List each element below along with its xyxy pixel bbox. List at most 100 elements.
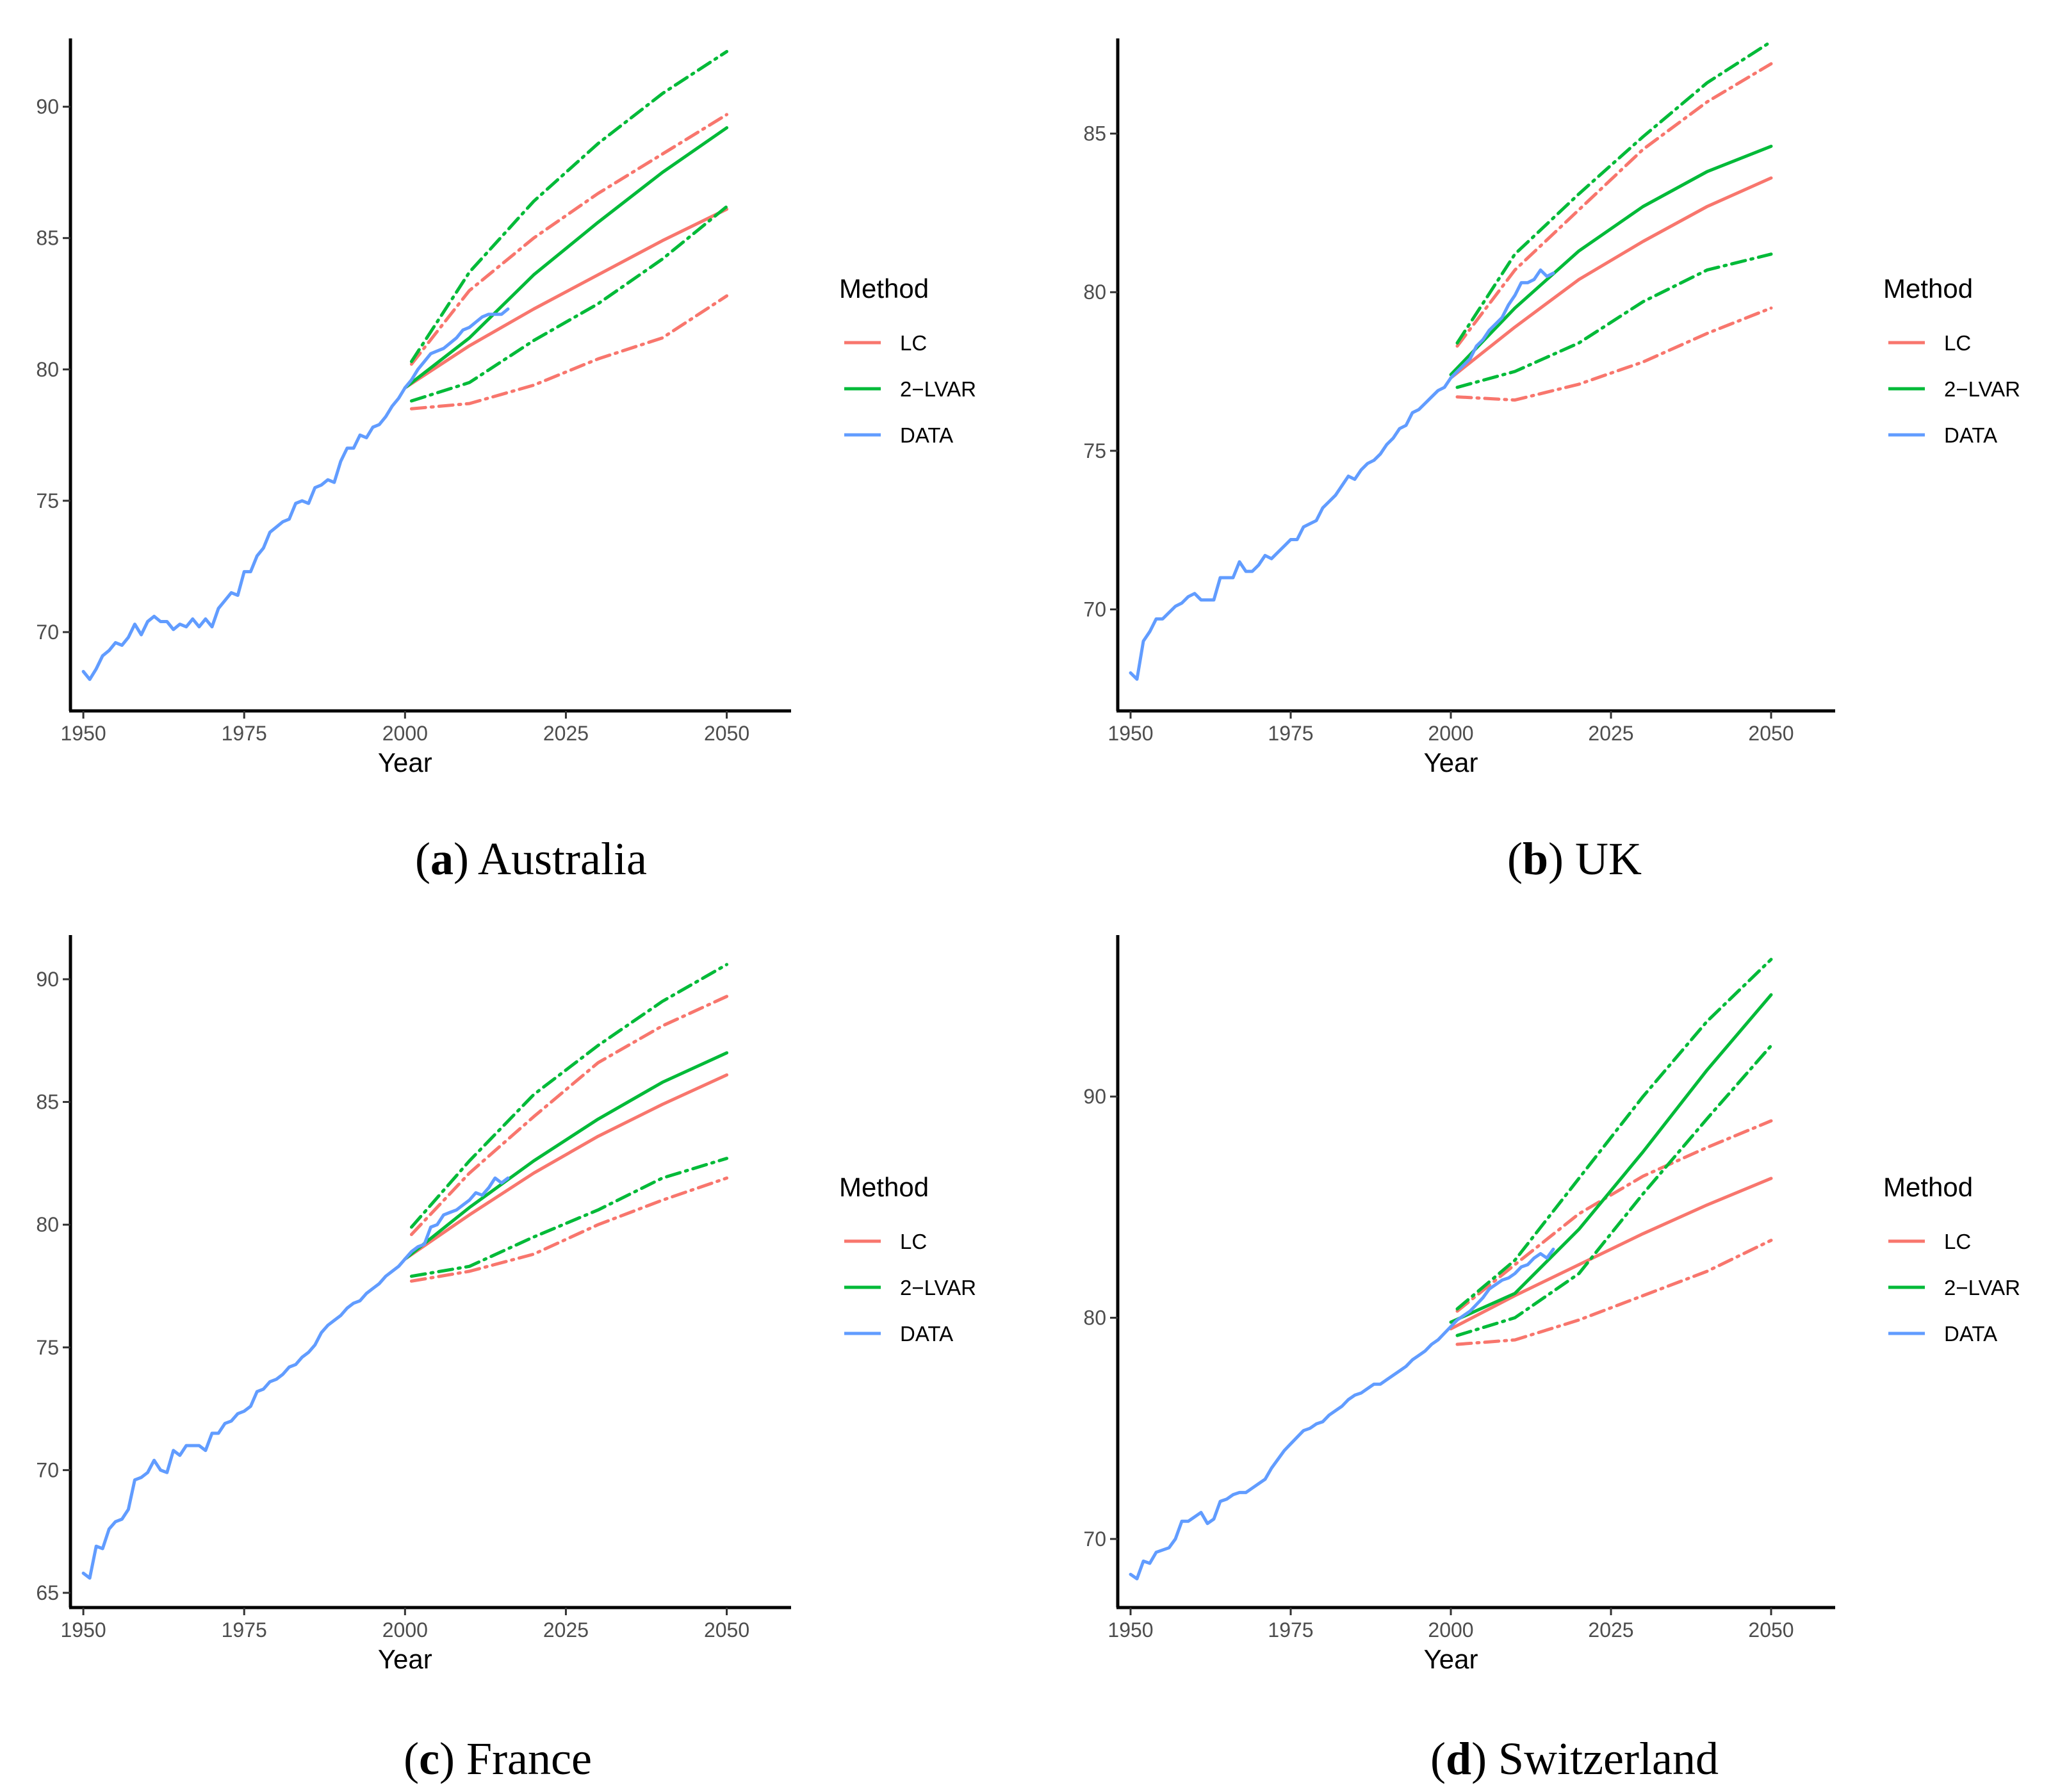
series-line-lc-mean	[403, 1073, 729, 1261]
x-tick-label: 1975	[222, 722, 267, 745]
x-tick-label: 2050	[1748, 1618, 1794, 1641]
x-tick-label: 1975	[222, 1618, 267, 1641]
series-line-data	[1129, 1248, 1555, 1581]
series-line-lc-upper	[1455, 62, 1773, 348]
y-tick-label: 70	[36, 621, 59, 644]
x-tick-label: 1975	[1268, 722, 1313, 745]
y-tick-label: 80	[36, 1213, 59, 1236]
series-line-2-lvar-upper	[1455, 40, 1773, 345]
x-axis-title: Year	[378, 747, 432, 778]
legend-title: Method	[839, 273, 929, 304]
y-tick-label: 80	[36, 358, 59, 381]
y-tick-label: 75	[36, 489, 59, 512]
legend-label-lc: LC	[900, 331, 927, 355]
x-tick-label: 2000	[382, 722, 428, 745]
caption-letter: c	[419, 1733, 440, 1784]
series-line-2-lvar-lower	[409, 205, 729, 403]
x-tick-label: 2025	[1588, 1618, 1633, 1641]
series-line-lc-lower	[1455, 1239, 1773, 1346]
y-tick-label: 75	[1083, 439, 1106, 462]
x-tick-label: 2000	[1428, 722, 1473, 745]
y-tick-label: 75	[36, 1336, 59, 1359]
series-line-2-lvar-mean	[1449, 993, 1773, 1324]
x-tick-label: 2000	[1428, 1618, 1473, 1641]
x-tick-label: 2000	[382, 1618, 428, 1641]
x-tick-label: 1950	[1108, 1618, 1153, 1641]
x-tick-label: 2050	[704, 1618, 749, 1641]
series-line-data	[1129, 268, 1555, 681]
legend-label-2-lvar: 2−LVAR	[1944, 1276, 2020, 1299]
series-line-lc-mean	[1449, 176, 1773, 380]
caption-switzerland: (d) Switzerland	[1430, 1733, 1719, 1784]
y-tick-label: 70	[36, 1458, 59, 1481]
series-line-2-lvar-lower	[1455, 1044, 1773, 1337]
x-axis-title: Year	[378, 1644, 432, 1674]
x-tick-label: 2050	[1748, 722, 1794, 745]
y-tick-label: 85	[1083, 122, 1106, 145]
caption-uk: (b) UK	[1507, 833, 1642, 884]
caption-france: (c) France	[404, 1733, 592, 1784]
caption-australia: (a) Australia	[415, 833, 647, 884]
legend-label-2-lvar: 2−LVAR	[1944, 377, 2020, 401]
legend-label-2-lvar: 2−LVAR	[900, 377, 976, 401]
y-tick-label: 90	[36, 95, 59, 118]
caption-country: UK	[1575, 833, 1642, 884]
series-line-2-lvar-mean	[1449, 144, 1773, 377]
x-tick-label: 1950	[1108, 722, 1153, 745]
legend-title: Method	[1883, 273, 1973, 304]
y-tick-label: 90	[36, 968, 59, 991]
legend-label-2-lvar: 2−LVAR	[900, 1276, 976, 1299]
legend-label-data: DATA	[900, 423, 953, 447]
series-line-lc-upper	[409, 995, 729, 1236]
caption-letter: a	[430, 833, 454, 884]
caption-letter: d	[1446, 1733, 1472, 1784]
x-tick-label: 2025	[543, 1618, 589, 1641]
series-line-2-lvar-upper	[1455, 957, 1773, 1311]
y-tick-label: 80	[1083, 281, 1106, 304]
x-tick-label: 2025	[543, 722, 589, 745]
x-tick-label: 2050	[704, 722, 749, 745]
x-axis-title: Year	[1424, 1644, 1478, 1674]
series-line-2-lvar-lower	[1455, 252, 1773, 389]
series-line-lc-upper	[409, 113, 729, 366]
series-line-2-lvar-lower	[409, 1157, 729, 1278]
legend-label-data: DATA	[900, 1322, 953, 1346]
caption-country: France	[466, 1733, 592, 1784]
x-axis-title: Year	[1424, 747, 1478, 778]
series-line-lc-lower	[409, 1176, 729, 1283]
legend-title: Method	[1883, 1172, 1973, 1202]
legend-label-lc: LC	[1944, 331, 1971, 355]
series-line-data	[81, 1176, 510, 1580]
series-line-2-lvar-mean	[403, 126, 729, 389]
legend-label-data: DATA	[1944, 423, 1997, 447]
y-tick-label: 70	[1083, 1527, 1106, 1551]
x-tick-label: 1950	[60, 722, 106, 745]
y-tick-label: 85	[36, 227, 59, 250]
series-line-2-lvar-mean	[403, 1051, 729, 1261]
legend-label-lc: LC	[1944, 1230, 1971, 1253]
series-line-lc-lower	[1455, 306, 1773, 402]
y-tick-label: 90	[1083, 1085, 1106, 1108]
series-line-lc-upper	[1455, 1119, 1773, 1313]
x-tick-label: 2025	[1588, 722, 1633, 745]
y-tick-label: 70	[1083, 598, 1106, 621]
series-line-lc-mean	[403, 208, 729, 389]
y-tick-label: 80	[1083, 1307, 1106, 1330]
caption-country: Australia	[478, 833, 647, 884]
series-line-lc-lower	[409, 294, 729, 411]
series-line-lc-mean	[1449, 1177, 1773, 1331]
legend-title: Method	[839, 1172, 929, 1202]
series-line-2-lvar-upper	[409, 963, 729, 1229]
series-line-2-lvar-upper	[409, 50, 729, 363]
legend-label-lc: LC	[900, 1230, 927, 1253]
y-tick-label: 65	[36, 1581, 59, 1604]
y-tick-label: 85	[36, 1091, 59, 1114]
x-tick-label: 1950	[60, 1618, 106, 1641]
caption-letter: b	[1522, 833, 1549, 884]
legend-label-data: DATA	[1944, 1322, 1997, 1346]
